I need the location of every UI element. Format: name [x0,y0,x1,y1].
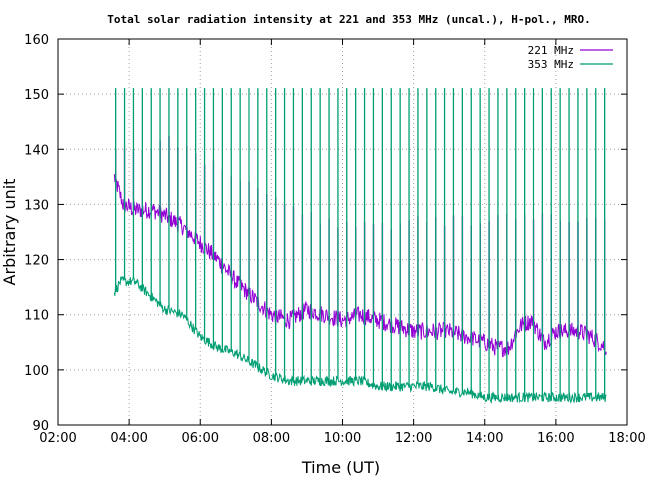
legend-label-221: 221 MHz [528,44,574,57]
y-tick-label: 140 [24,143,49,158]
x-tick-label: 10:00 [324,431,361,446]
x-tick-label: 16:00 [537,431,574,446]
x-tick-label: 08:00 [253,431,290,446]
y-tick-label: 130 [24,198,49,213]
y-tick-label: 120 [24,254,49,269]
chart-title: Total solar radiation intensity at 221 a… [107,13,590,26]
y-axis-label: Arbitrary unit [0,179,19,286]
legend: 221 MHz 353 MHz [528,44,613,71]
x-axis-label: Time (UT) [301,458,380,477]
grid [58,39,627,425]
y-tick-label: 160 [24,33,49,48]
x-tick-label: 18:00 [608,431,645,446]
x-tick-label: 06:00 [182,431,219,446]
x-tick-label: 04:00 [110,431,147,446]
legend-label-353: 353 MHz [528,58,574,71]
y-tick-label: 150 [24,88,49,103]
x-tick-label: 02:00 [39,431,76,446]
y-tick-label: 110 [24,309,49,324]
series-353-mhz-line [113,88,607,405]
y-tick-label: 90 [32,419,49,434]
ticks: 90 100 110 120 130 140 150 160 02:00 04:00 06:00 08… [24,33,646,446]
x-tick-label: 12:00 [395,431,432,446]
x-tick-label: 14:00 [466,431,503,446]
y-tick-label: 100 [24,364,49,379]
series-layer [113,88,607,405]
